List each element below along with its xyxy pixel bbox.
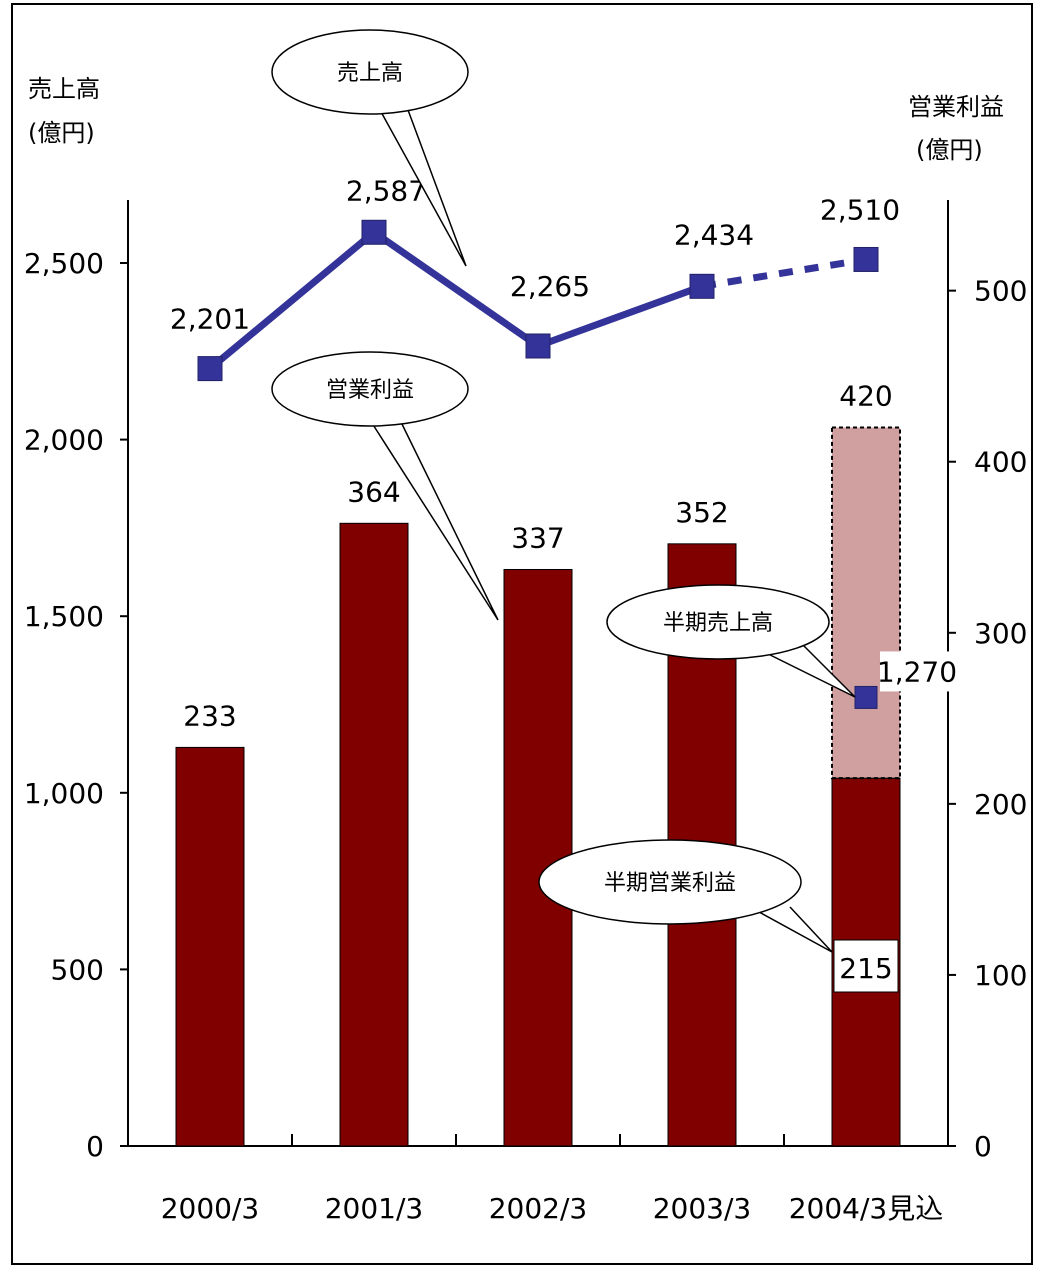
half-sales-point [854,685,878,709]
bar-forecast-remainder [831,426,901,780]
sales-point [197,356,223,382]
bar [175,746,245,1147]
callout-half-sales-text: 半期売上高 [663,611,773,636]
callout-operating-profit-pointer [369,419,499,621]
half-profit-label-box [833,939,899,993]
bar [503,568,573,1147]
sales-line-forecast [701,256,867,290]
sales-value-label: 2,265 [510,270,590,303]
left-axis-title-line2: (億円) [28,119,95,147]
sales-point [525,333,551,359]
callout-half-operating-profit-bubble [538,839,802,925]
right-tick-label: 100 [974,959,1027,992]
bar [339,522,409,1147]
bar-value-label: 352 [675,496,728,529]
left-tick-label: 1,500 [24,600,104,633]
callout-sales-bubble [271,29,469,115]
callout-sales-text: 売上高 [337,61,403,86]
sales-value-label: 2,587 [346,174,426,207]
sales-line-actual [207,227,704,372]
left-tick-label: 2,000 [24,424,104,457]
sales-point [689,273,715,299]
bar-value-label: 420 [839,380,892,413]
right-tick-label: 200 [974,788,1027,821]
right-tick-label: 0 [974,1130,992,1163]
callout-half-operating-profit: 半期営業利益 [538,839,833,953]
bar-value-label: 364 [347,475,400,508]
right-axis-title-line2: (億円) [916,136,983,164]
x-tick-label: 2004/3見込 [789,1192,944,1225]
left-tick-label: 2,500 [24,247,104,280]
callout-operating-profit: 営業利益 [271,351,499,621]
x-tick-label: 2000/3 [161,1192,260,1225]
right-axis-title-line1: 営業利益 [908,93,1004,121]
left-tick-label: 0 [86,1130,104,1163]
left-tick-label: 1,000 [24,777,104,810]
sales-value-label: 2,434 [674,218,754,251]
half-sales-label-bg [880,651,954,692]
right-tick-label: 300 [974,617,1027,650]
sales-value-label: 2,201 [170,303,250,336]
sales-line [197,219,879,709]
half-sales-value-label: 1,270 [877,655,957,688]
bar-value-label: 233 [183,699,236,732]
x-tick-label: 2003/3 [653,1192,752,1225]
x-tick-label: 2001/3 [325,1192,424,1225]
sales-value-label: 2,510 [820,193,900,226]
sales-point [361,219,387,245]
left-tick-label: 500 [51,953,104,986]
callout-half-sales: 半期売上高 [606,584,856,698]
x-tick-label: 2002/3 [489,1192,588,1225]
callout-half-sales-bubble [606,584,830,660]
left-axis-title-line1: 売上高 [28,75,100,103]
axes: 0 500 1,000 1,500 2,000 2,500 0 100 200 300 400 500… [24,200,1027,1225]
data-labels: 233 364 337 352 420 2,201 2,587 2,265 2,434 2,510… [170,174,957,993]
right-tick-label: 500 [974,275,1027,308]
callout-sales-pointer [379,109,467,267]
right-tick-label: 400 [974,446,1027,479]
callout-half-operating-profit-pointer [749,906,833,953]
callout-half-sales-pointer [743,641,856,698]
callout-sales: 売上高 [271,29,469,267]
callout-operating-profit-bubble [271,351,469,427]
callout-half-operating-profit-text: 半期営業利益 [604,871,736,896]
bar-value-label: 337 [511,521,564,554]
half-profit-value-label: 215 [839,952,892,985]
callout-operating-profit-text: 営業利益 [326,378,414,403]
sales-point [853,246,879,272]
